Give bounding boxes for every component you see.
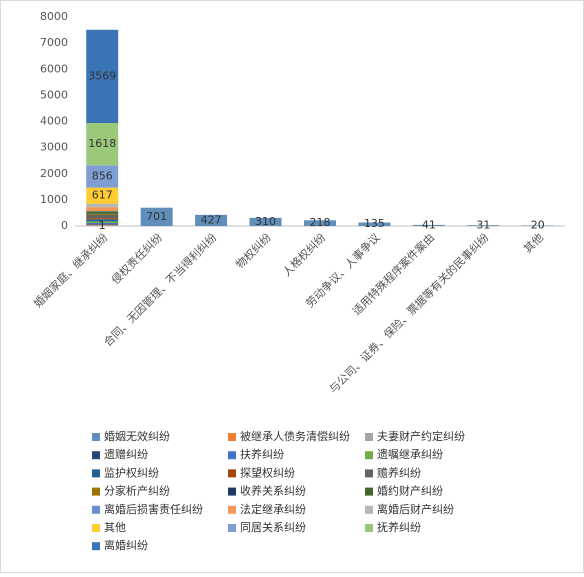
legend-label: 扶养纠纷 — [240, 447, 284, 461]
legend-swatch — [92, 451, 100, 459]
legend-label: 分家析产纠纷 — [104, 484, 170, 498]
legend-swatch — [365, 506, 373, 514]
legend-swatch — [228, 506, 236, 514]
legend-label: 探望权纠纷 — [240, 466, 295, 479]
legend-label: 离婚纠纷 — [104, 538, 148, 552]
bar-segment — [86, 215, 118, 218]
legend-swatch — [92, 488, 100, 496]
y-tick-label: 8000 — [40, 10, 68, 23]
legend-label: 遗赠纠纷 — [104, 447, 148, 461]
legend-label: 离婚后损害责任纠纷 — [104, 502, 203, 516]
y-tick-label: 5000 — [40, 88, 68, 101]
bar-segment — [86, 214, 118, 215]
legend-label: 被继承人债务清偿纠纷 — [240, 429, 350, 443]
legend-swatch — [92, 433, 100, 441]
legend-swatch — [92, 506, 100, 514]
y-tick-label: 7000 — [40, 36, 68, 49]
data-label: 1 — [99, 219, 106, 232]
data-label: 135 — [364, 217, 385, 230]
data-label: 617 — [92, 189, 113, 202]
y-tick-label: 3000 — [40, 141, 68, 154]
data-label: 427 — [201, 213, 222, 226]
legend-swatch — [365, 524, 373, 532]
data-label: 31 — [476, 219, 490, 232]
legend-swatch — [92, 524, 100, 532]
data-label: 41 — [422, 218, 436, 231]
y-tick-label: 4000 — [40, 115, 68, 128]
data-label: 218 — [310, 216, 331, 229]
legend-label: 遗嘱继承纠纷 — [377, 447, 443, 461]
legend-label: 同居关系纠纷 — [240, 520, 306, 534]
legend-swatch — [92, 469, 100, 477]
legend-label: 婚姻无效纠纷 — [104, 429, 170, 443]
bar-segment — [86, 204, 118, 207]
data-label: 3569 — [88, 69, 116, 82]
legend-swatch — [228, 433, 236, 441]
legend-swatch — [228, 524, 236, 532]
legend-swatch — [228, 451, 236, 459]
legend-swatch — [365, 433, 373, 441]
legend-label: 抚养纠纷 — [377, 520, 421, 534]
data-label: 856 — [92, 169, 113, 182]
legend-swatch — [365, 451, 373, 459]
legend-label: 其他 — [104, 521, 126, 534]
legend-label: 离婚后财产纠纷 — [377, 502, 454, 516]
legend-label: 夫妻财产约定纠纷 — [377, 429, 465, 443]
y-tick-label: 6000 — [40, 62, 68, 75]
legend-swatch — [228, 488, 236, 496]
data-label: 310 — [255, 215, 276, 228]
legend-label: 法定继承纠纷 — [240, 502, 306, 516]
data-label: 20 — [531, 219, 545, 232]
legend-label: 收养关系纠纷 — [240, 484, 306, 498]
y-tick-label: 0 — [61, 219, 68, 232]
legend-swatch — [228, 469, 236, 477]
y-tick-label: 2000 — [40, 167, 68, 180]
bar-segment — [86, 207, 118, 211]
legend-swatch — [92, 542, 100, 550]
y-tick-label: 1000 — [40, 193, 68, 206]
legend-label: 婚约财产纠纷 — [377, 484, 443, 498]
legend-label: 赡养纠纷 — [377, 465, 421, 479]
data-label: 1618 — [88, 137, 116, 150]
legend-swatch — [365, 469, 373, 477]
bar-segment — [86, 211, 118, 213]
data-label: 701 — [146, 210, 167, 223]
legend-label: 监护权纠纷 — [104, 465, 159, 479]
legend-swatch — [365, 488, 373, 496]
